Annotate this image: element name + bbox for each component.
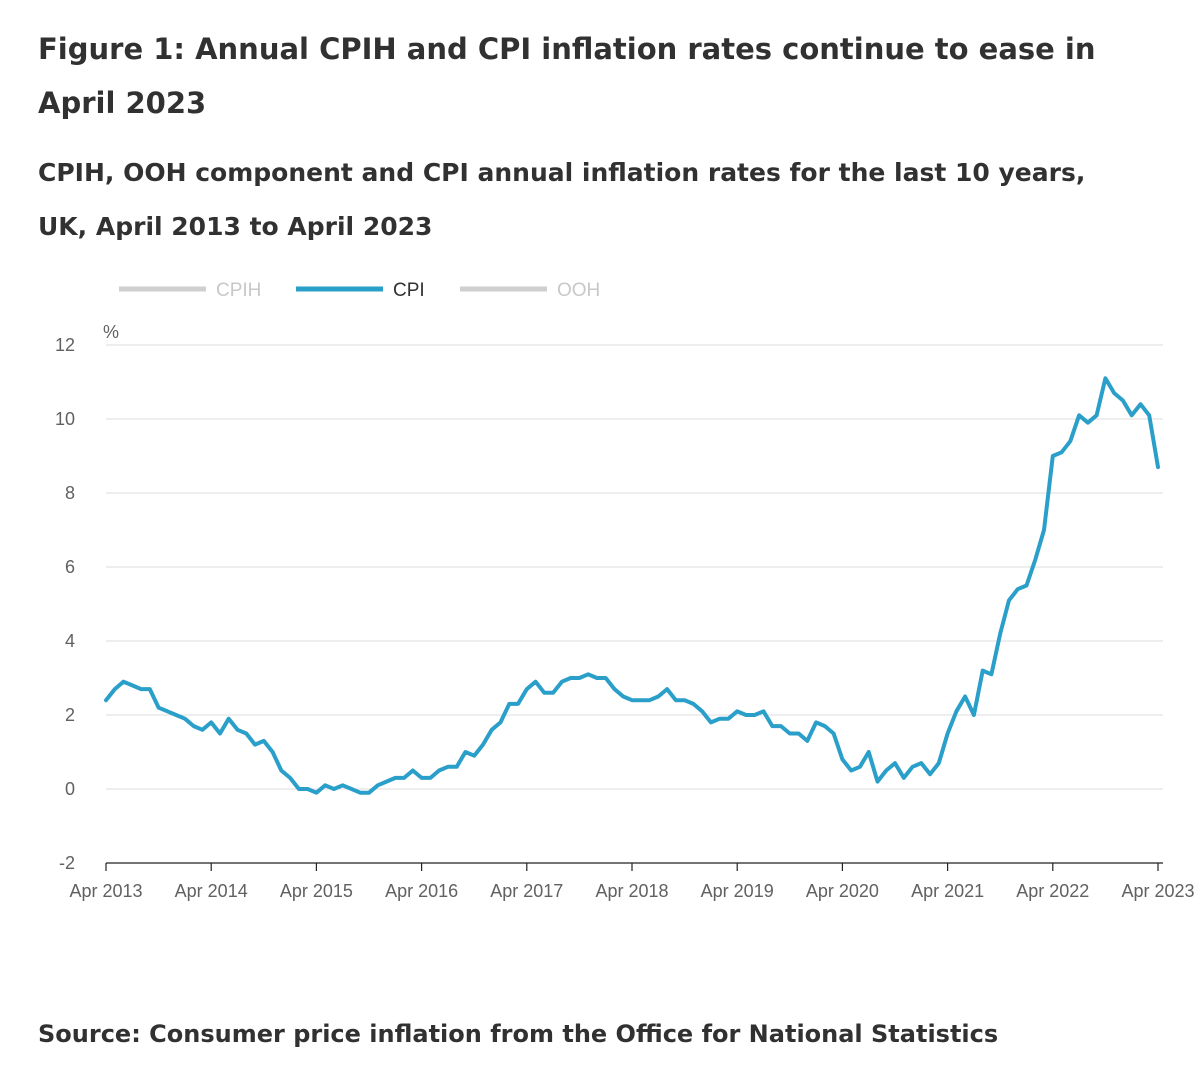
- y-tick-label: 10: [55, 409, 75, 429]
- y-tick-label: 8: [65, 483, 75, 503]
- gridlines: [106, 344, 1163, 790]
- x-tick-label: Apr 2017: [490, 881, 563, 901]
- chart-subtitle: CPIH, OOH component and CPI annual infla…: [38, 158, 1086, 241]
- y-tick-label: 6: [65, 557, 75, 577]
- chart-legend: CPIH CPI OOH: [119, 280, 600, 301]
- x-tick-label: Apr 2016: [385, 881, 458, 901]
- x-tick-label: Apr 2014: [175, 881, 248, 901]
- x-tick-label: Apr 2018: [595, 881, 668, 901]
- series-line-cpi[interactable]: [104, 376, 1160, 795]
- legend-label-cpih[interactable]: CPIH: [216, 280, 261, 301]
- legend-label-ooh[interactable]: OOH: [557, 280, 600, 301]
- x-tick-label: Apr 2021: [911, 881, 984, 901]
- x-tick-label: Apr 2023: [1121, 881, 1194, 901]
- y-axis-ticks: -2 0 2 4 6 8 10 12: [55, 335, 75, 873]
- y-tick-label: 2: [65, 705, 75, 725]
- x-tick-label: Apr 2019: [701, 881, 774, 901]
- y-tick-label: -2: [59, 853, 75, 873]
- y-tick-label: 4: [65, 631, 75, 651]
- series-lines: [104, 376, 1160, 795]
- x-tick-label: Apr 2020: [806, 881, 879, 901]
- x-axis: Apr 2013 Apr 2014 Apr 2015 Apr 2016 Apr 2017…: [69, 862, 1195, 901]
- x-tick-label: Apr 2015: [280, 881, 353, 901]
- legend-label-cpi[interactable]: CPI: [393, 280, 425, 301]
- x-tick-label: Apr 2013: [69, 881, 142, 901]
- y-axis-unit-label: %: [103, 322, 119, 342]
- y-tick-label: 0: [65, 779, 75, 799]
- y-tick-label: 12: [55, 335, 75, 355]
- source-note: Source: Consumer price inflation from th…: [38, 1020, 999, 1048]
- x-tick-label: Apr 2022: [1016, 881, 1089, 901]
- chart-title: Figure 1: Annual CPIH and CPI inflation …: [38, 32, 1096, 120]
